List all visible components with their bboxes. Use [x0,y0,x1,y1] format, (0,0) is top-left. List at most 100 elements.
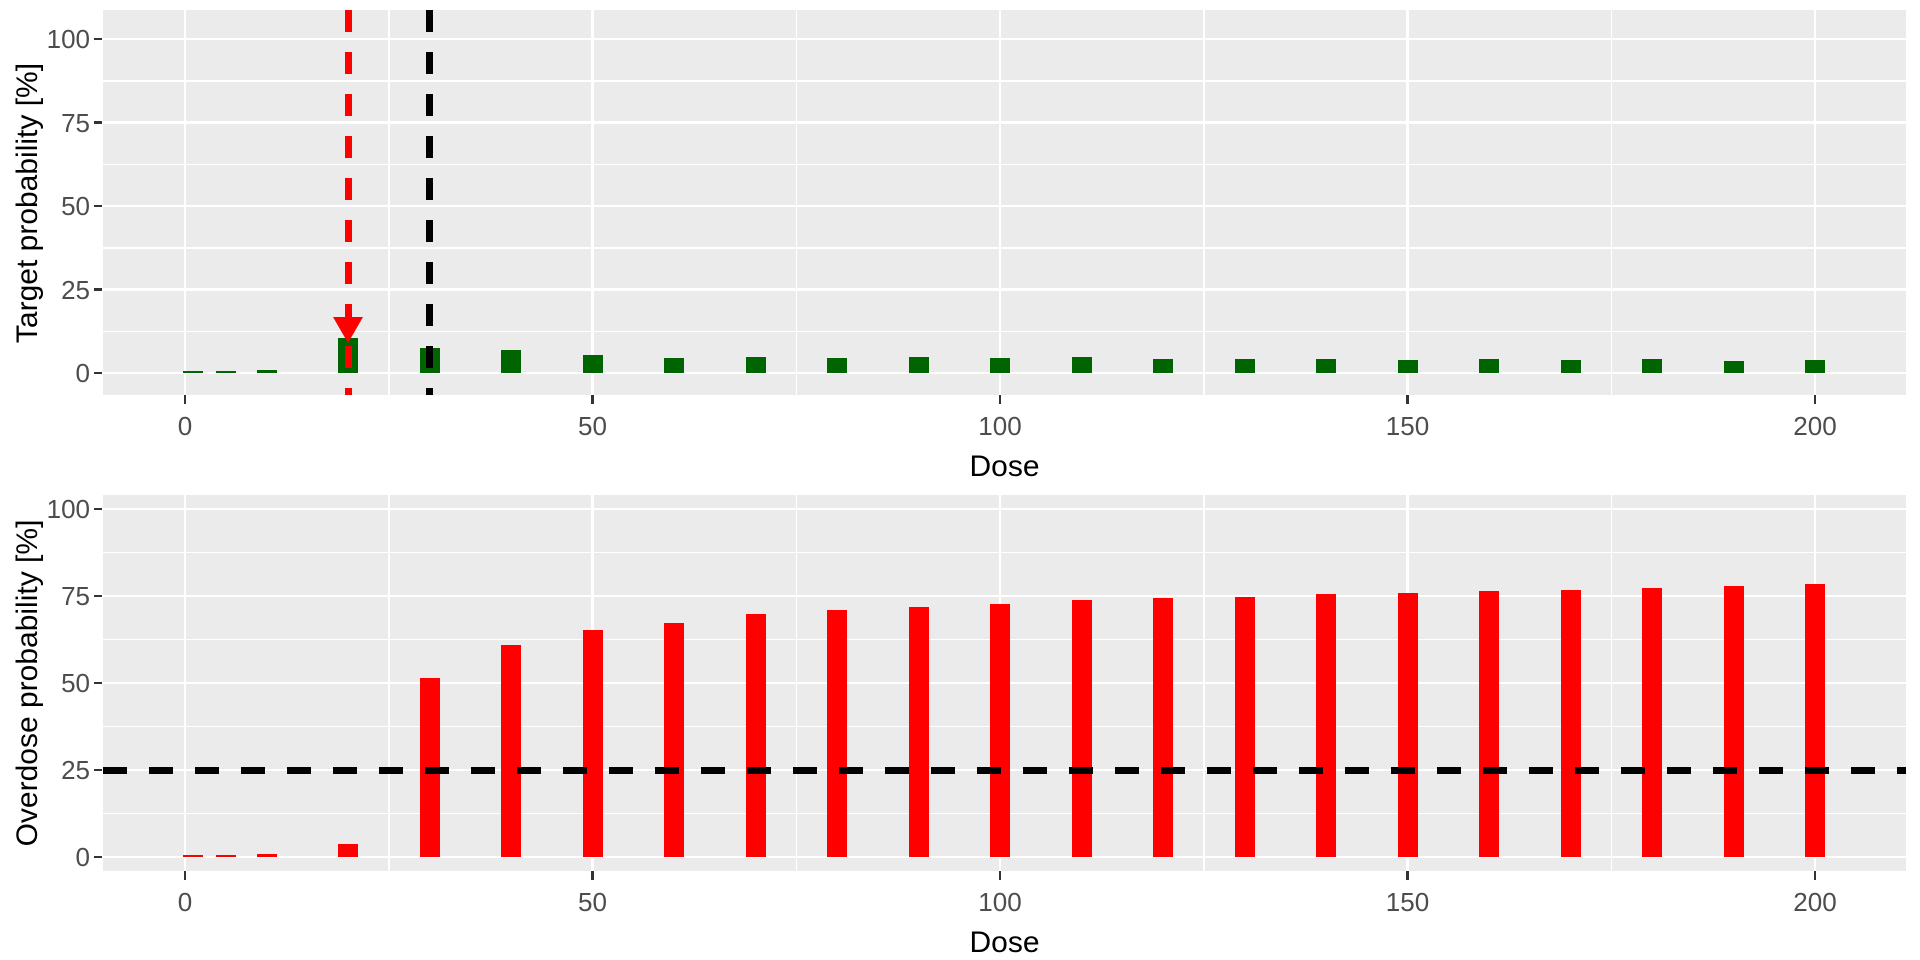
y-tickmark [94,594,102,598]
gridline-minor-v [1203,10,1205,395]
y-tick-0: 0 [75,842,90,872]
x-tickmark [1406,395,1409,404]
bar-dose-180 [1642,359,1662,373]
gridline-minor-v [388,495,390,871]
gridline-major-h [103,507,1906,511]
x-tick-200: 200 [1793,411,1837,441]
bar-dose-40 [501,350,521,373]
y-tickmark [94,288,102,291]
x-tickmark [1813,395,1817,404]
plot-panel-overdose [103,495,1906,871]
bar-dose-5 [215,854,236,857]
plot-panel-target [103,10,1906,395]
bar-dose-200 [1805,584,1825,857]
y-tickmark [94,37,102,41]
gridline-major-v [1813,10,1817,395]
dashed-hline-25pct [103,766,1906,774]
bar-dose-130 [1234,597,1255,857]
bar-dose-180 [1642,587,1662,857]
x-tickmark [1813,871,1817,880]
x-tickmark [591,395,594,404]
dashed-vline-dose-30 [426,10,433,395]
gridline-minor-h [103,80,1906,82]
bar-dose-90 [908,356,929,373]
gridline-major-v [183,10,187,395]
x-tick-0: 0 [177,411,193,441]
bar-dose-150 [1397,593,1418,857]
gridline-major-h [103,371,1906,375]
bar-dose-190 [1723,586,1744,857]
bar-dose-140 [1316,358,1336,373]
y-tickmark [94,371,102,375]
x-tick-0: 0 [177,887,193,917]
x-tickmark [998,871,1002,880]
bar-dose-5 [215,370,236,373]
x-tick-100: 100 [978,411,1022,441]
bar-dose-200 [1805,359,1825,373]
y-tick-25: 25 [61,274,90,305]
bar-dose-80 [827,610,847,857]
overdose-probability-chart: Overdose probability [%] Dose 0 25 50 75 100… [0,490,1920,960]
y-tick-50: 50 [61,191,90,221]
gridline-major-h [103,37,1906,41]
bar-dose-50 [582,629,603,857]
x-tick-150: 150 [1385,887,1430,917]
y-tick-50: 50 [61,668,90,698]
bar-dose-130 [1234,358,1255,373]
x-tick-150: 150 [1385,411,1430,441]
bar-dose-70 [745,356,766,373]
bar-dose-10 [256,369,277,373]
y-tick-25: 25 [61,755,90,785]
x-tickmark [183,395,187,404]
bar-dose-60 [664,357,684,373]
y-tickmark [94,121,102,124]
gridline-minor-h [103,330,1906,332]
x-tick-200: 200 [1793,887,1837,917]
bar-dose-110 [1071,357,1092,373]
y-tickmark [94,768,102,772]
bar-dose-160 [1479,358,1499,373]
bar-dose-100 [990,604,1010,857]
x-tickmark [1406,871,1409,880]
x-axis-title-dose-top: Dose [969,450,1040,483]
y-tick-100: 100 [46,494,90,524]
bar-dose-110 [1071,600,1092,857]
x-tick-100: 100 [978,887,1022,917]
gridline-major-h [103,594,1906,598]
gridline-minor-v [388,10,390,395]
bar-dose-120 [1153,358,1173,373]
bar-dose-1 [183,855,204,857]
gridline-minor-v [795,10,797,395]
x-tick-50: 50 [578,411,607,441]
bar-dose-1 [183,371,204,373]
bar-dose-150 [1397,359,1418,373]
bar-dose-140 [1316,594,1336,857]
bar-dose-120 [1153,598,1173,857]
gridline-minor-h [103,551,1906,554]
gridline-minor-h [103,163,1906,165]
y-tick-0: 0 [75,358,90,388]
bar-dose-100 [990,357,1010,373]
x-tickmark [998,395,1002,404]
gridline-major-h [103,288,1906,291]
bar-dose-170 [1560,359,1581,373]
bar-dose-40 [501,644,521,857]
bar-dose-190 [1723,360,1744,373]
bar-dose-10 [256,854,277,857]
y-tickmark [94,681,102,685]
x-tickmark [591,871,594,880]
bar-dose-20 [338,844,358,857]
gridline-minor-v [1203,495,1205,871]
gridline-major-v [998,10,1002,395]
y-tick-100: 100 [46,24,90,54]
x-tick-50: 50 [578,887,607,917]
bar-dose-80 [827,357,847,373]
gridline-major-v [591,10,594,395]
bar-dose-170 [1560,589,1581,857]
gridline-major-v [1406,10,1409,395]
x-tickmark [183,871,187,880]
dashed-vline-dose-20 [344,10,352,395]
y-tick-75: 75 [61,107,90,138]
y-tick-75: 75 [61,581,90,611]
y-tickmark [94,507,102,511]
